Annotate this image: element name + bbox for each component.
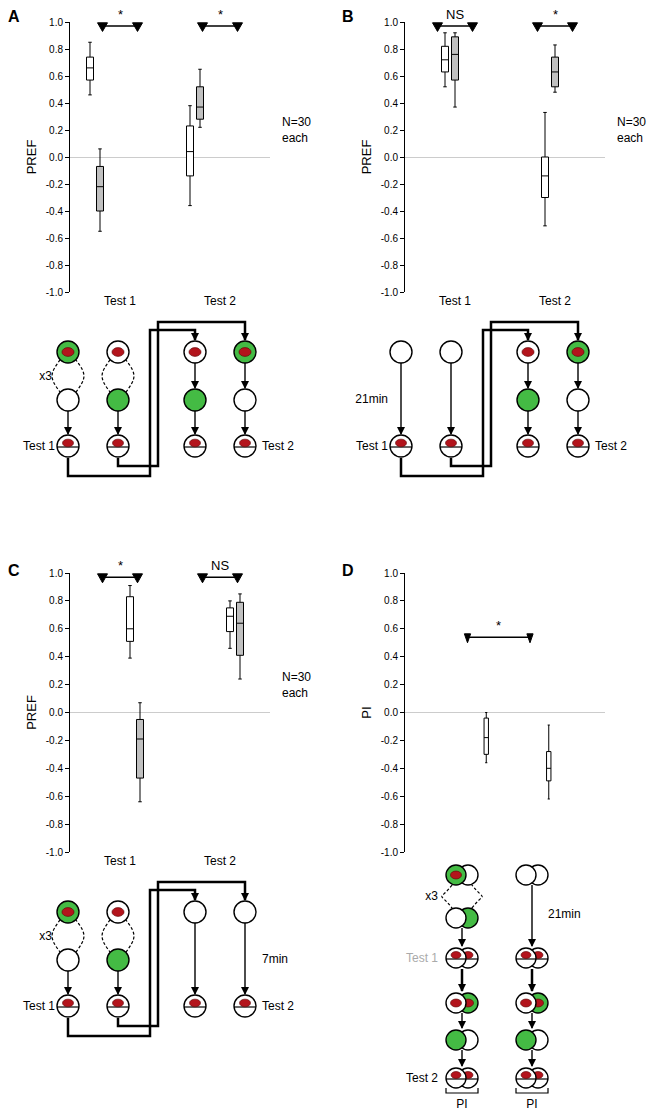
svg-text:PI: PI: [359, 706, 374, 718]
svg-text:0.0: 0.0: [384, 152, 398, 163]
svg-text:PREF: PREF: [24, 695, 39, 730]
svg-text:-0.4: -0.4: [381, 206, 399, 217]
svg-text:D: D: [342, 562, 354, 579]
svg-text:Test 1: Test 1: [23, 439, 55, 453]
svg-text:0.0: 0.0: [49, 152, 63, 163]
svg-text:7min: 7min: [262, 952, 288, 966]
svg-text:*: *: [496, 618, 501, 633]
svg-text:Test 2: Test 2: [539, 294, 571, 308]
svg-text:-1.0: -1.0: [381, 287, 399, 298]
svg-text:21min: 21min: [355, 392, 388, 406]
svg-text:*: *: [118, 558, 123, 573]
svg-text:Test 2: Test 2: [262, 439, 294, 453]
svg-text:NS: NS: [446, 7, 464, 22]
svg-text:0.8: 0.8: [49, 595, 63, 606]
svg-text:0.6: 0.6: [384, 623, 398, 634]
svg-text:-0.6: -0.6: [46, 791, 64, 802]
svg-text:*: *: [553, 7, 558, 22]
svg-text:x3: x3: [39, 929, 52, 943]
svg-text:Test 2: Test 2: [204, 294, 236, 308]
svg-text:0.8: 0.8: [49, 44, 63, 55]
svg-text:Test 2: Test 2: [406, 1071, 438, 1085]
svg-text:-0.8: -0.8: [381, 260, 399, 271]
svg-text:-0.6: -0.6: [46, 233, 64, 244]
svg-text:0.2: 0.2: [49, 125, 63, 136]
svg-text:0.4: 0.4: [384, 651, 398, 662]
svg-text:-0.8: -0.8: [46, 819, 64, 830]
svg-text:PREF: PREF: [24, 140, 39, 175]
svg-text:N=30each: N=30each: [282, 670, 311, 700]
svg-text:-0.6: -0.6: [381, 233, 399, 244]
svg-text:0.4: 0.4: [49, 98, 63, 109]
svg-text:Test 1: Test 1: [104, 854, 136, 868]
svg-text:0.4: 0.4: [49, 651, 63, 662]
svg-text:Test 1: Test 1: [439, 294, 471, 308]
svg-text:-0.2: -0.2: [381, 179, 399, 190]
svg-text:-0.2: -0.2: [46, 735, 64, 746]
svg-text:PREF: PREF: [359, 140, 374, 175]
svg-text:PI: PI: [456, 1097, 467, 1111]
svg-text:0.6: 0.6: [384, 71, 398, 82]
svg-text:-1.0: -1.0: [46, 287, 64, 298]
svg-text:-0.4: -0.4: [46, 763, 64, 774]
svg-text:-0.8: -0.8: [46, 260, 64, 271]
svg-text:B: B: [342, 8, 354, 25]
svg-text:Test 1: Test 1: [356, 439, 388, 453]
svg-text:NS: NS: [211, 558, 229, 573]
svg-text:x3: x3: [425, 889, 438, 903]
svg-text:0.2: 0.2: [49, 679, 63, 690]
svg-text:-0.2: -0.2: [381, 735, 399, 746]
svg-text:N=30each: N=30each: [617, 115, 646, 145]
svg-text:Test 2: Test 2: [595, 439, 627, 453]
svg-text:Test 1: Test 1: [104, 294, 136, 308]
svg-text:Test 1: Test 1: [406, 951, 438, 965]
svg-text:-0.2: -0.2: [46, 179, 64, 190]
svg-text:0.0: 0.0: [49, 707, 63, 718]
svg-text:0.4: 0.4: [384, 98, 398, 109]
svg-text:1.0: 1.0: [384, 17, 398, 28]
svg-text:-0.4: -0.4: [46, 206, 64, 217]
svg-text:0.2: 0.2: [384, 125, 398, 136]
svg-text:PI: PI: [526, 1097, 537, 1111]
svg-text:0.2: 0.2: [384, 679, 398, 690]
svg-text:N=30each: N=30each: [282, 115, 311, 145]
svg-text:0.0: 0.0: [384, 707, 398, 718]
svg-text:*: *: [118, 7, 123, 22]
svg-text:x3: x3: [39, 369, 52, 383]
svg-text:-0.4: -0.4: [381, 763, 399, 774]
svg-text:Test 2: Test 2: [262, 999, 294, 1013]
svg-text:21min: 21min: [548, 907, 581, 921]
svg-text:Test 2: Test 2: [204, 854, 236, 868]
svg-text:1.0: 1.0: [384, 568, 398, 579]
svg-text:0.8: 0.8: [384, 595, 398, 606]
svg-text:-1.0: -1.0: [46, 847, 64, 858]
svg-text:-1.0: -1.0: [381, 847, 399, 858]
svg-text:0.6: 0.6: [49, 623, 63, 634]
svg-text:1.0: 1.0: [49, 17, 63, 28]
svg-text:0.8: 0.8: [384, 44, 398, 55]
svg-text:1.0: 1.0: [49, 568, 63, 579]
svg-text:A: A: [8, 8, 20, 25]
svg-text:-0.8: -0.8: [381, 819, 399, 830]
svg-text:C: C: [8, 562, 20, 579]
svg-text:-0.6: -0.6: [381, 791, 399, 802]
svg-text:0.6: 0.6: [49, 71, 63, 82]
svg-text:Test 1: Test 1: [23, 999, 55, 1013]
svg-text:*: *: [218, 7, 223, 22]
